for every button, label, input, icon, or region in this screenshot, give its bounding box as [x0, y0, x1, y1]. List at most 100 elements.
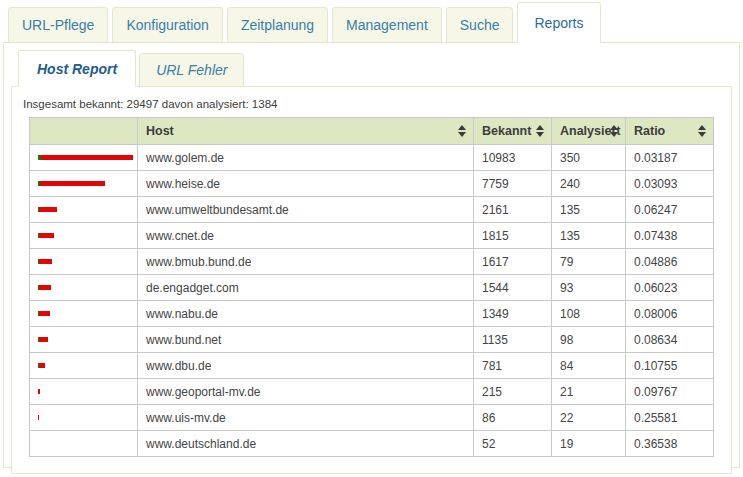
tab-zeitplanung[interactable]: Zeitplanung: [227, 7, 328, 43]
column-header-analysiert[interactable]: Analysiert: [552, 118, 626, 145]
analysiert-bar: [38, 181, 40, 186]
analysiert-bar: [38, 363, 39, 368]
host-cell: www.umweltbundesamt.de: [138, 197, 474, 223]
table-row: www.nabu.de13491080.08006: [30, 301, 714, 327]
host-table-body: www.golem.de109833500.03187www.heise.de7…: [30, 145, 714, 457]
bar-cell: [30, 171, 138, 197]
reports-panel: Host ReportURL Fehler Insgesamt bekannt:…: [3, 42, 740, 468]
bekannt-cell: 2161: [474, 197, 552, 223]
bekannt-bar: [38, 337, 48, 342]
sort-icon[interactable]: [536, 125, 544, 137]
analysiert-cell: 19: [552, 431, 626, 457]
bekannt-cell: 52: [474, 431, 552, 457]
bar-cell: [30, 223, 138, 249]
table-row: www.uis-mv.de86220.25581: [30, 405, 714, 431]
bar-track: [38, 285, 131, 290]
table-header-row: Host Bekannt AnalysiertRatio: [30, 118, 714, 145]
table-row: de.engadget.com1544930.06023: [30, 275, 714, 301]
subtab-url-fehler[interactable]: URL Fehler: [139, 53, 244, 87]
bar-track: [38, 441, 131, 446]
bar-track: [38, 181, 131, 186]
table-row: www.dbu.de781840.10755: [30, 353, 714, 379]
bar-cell: [30, 249, 138, 275]
ratio-cell: 0.36538: [626, 431, 714, 457]
analysiert-cell: 108: [552, 301, 626, 327]
bekannt-bar: [38, 233, 54, 238]
ratio-cell: 0.06247: [626, 197, 714, 223]
bar-cell: [30, 197, 138, 223]
column-header-ratio[interactable]: Ratio: [626, 118, 714, 145]
table-row: www.cnet.de18151350.07438: [30, 223, 714, 249]
bar-cell: [30, 431, 138, 457]
analysiert-cell: 22: [552, 405, 626, 431]
host-cell: www.geoportal-mv.de: [138, 379, 474, 405]
bekannt-cell: 1815: [474, 223, 552, 249]
bar-track: [38, 363, 131, 368]
bar-track: [38, 259, 131, 264]
ratio-cell: 0.06023: [626, 275, 714, 301]
column-label: Bekannt: [482, 124, 531, 138]
ratio-cell: 0.04886: [626, 249, 714, 275]
analysiert-cell: 135: [552, 223, 626, 249]
bar-cell: [30, 301, 138, 327]
analysiert-bar: [38, 233, 39, 238]
host-cell: de.engadget.com: [138, 275, 474, 301]
sort-icon[interactable]: [458, 125, 466, 137]
subtab-host-report[interactable]: Host Report: [18, 50, 136, 87]
bar-track: [38, 337, 131, 342]
host-cell: www.golem.de: [138, 145, 474, 171]
column-header-host[interactable]: Host: [138, 118, 474, 145]
analysiert-cell: 350: [552, 145, 626, 171]
analysiert-cell: 240: [552, 171, 626, 197]
bekannt-bar: [38, 415, 39, 420]
bekannt-bar: [38, 259, 52, 264]
bar-cell: [30, 327, 138, 353]
tab-management[interactable]: Management: [332, 7, 442, 43]
tab-url-pflege[interactable]: URL-Pflege: [8, 7, 108, 43]
bekannt-cell: 1135: [474, 327, 552, 353]
host-cell: www.bmub.bund.de: [138, 249, 474, 275]
bar-track: [38, 207, 131, 212]
analysiert-cell: 79: [552, 249, 626, 275]
ratio-cell: 0.03093: [626, 171, 714, 197]
ratio-cell: 0.08634: [626, 327, 714, 353]
tab-reports[interactable]: Reports: [517, 2, 600, 43]
table-row: www.bund.net1135980.08634: [30, 327, 714, 353]
column-header-bekannt[interactable]: Bekannt: [474, 118, 552, 145]
table-row: www.heise.de77592400.03093: [30, 171, 714, 197]
bekannt-cell: 86: [474, 405, 552, 431]
bekannt-cell: 7759: [474, 171, 552, 197]
analysiert-bar: [38, 207, 39, 212]
bekannt-cell: 215: [474, 379, 552, 405]
host-cell: www.heise.de: [138, 171, 474, 197]
bekannt-bar: [38, 311, 50, 316]
ratio-cell: 0.07438: [626, 223, 714, 249]
bar-cell: [30, 379, 138, 405]
analysiert-bar: [38, 311, 39, 316]
bar-cell: [30, 145, 138, 171]
host-cell: www.nabu.de: [138, 301, 474, 327]
bekannt-bar: [38, 207, 57, 212]
sort-icon[interactable]: [610, 125, 618, 137]
tab-konfiguration[interactable]: Konfiguration: [112, 7, 223, 43]
tab-suche[interactable]: Suche: [446, 7, 514, 43]
analysiert-bar: [38, 155, 41, 160]
sort-icon[interactable]: [698, 125, 706, 137]
ratio-cell: 0.03187: [626, 145, 714, 171]
bar-cell: [30, 405, 138, 431]
report-sub-tabbar: Host ReportURL Fehler: [4, 43, 739, 86]
bekannt-bar: [38, 389, 40, 394]
bar-track: [38, 233, 131, 238]
bekannt-bar: [38, 181, 105, 186]
bekannt-cell: 10983: [474, 145, 552, 171]
analysiert-bar: [38, 285, 39, 290]
bar-track: [38, 155, 131, 160]
bekannt-bar: [38, 285, 51, 290]
host-report-panel: Insgesamt bekannt: 29497 davon analysier…: [11, 86, 732, 474]
analysiert-cell: 93: [552, 275, 626, 301]
bekannt-bar: [38, 363, 45, 368]
ratio-cell: 0.08006: [626, 301, 714, 327]
analysiert-cell: 21: [552, 379, 626, 405]
host-cell: www.deutschland.de: [138, 431, 474, 457]
bar-cell: [30, 353, 138, 379]
